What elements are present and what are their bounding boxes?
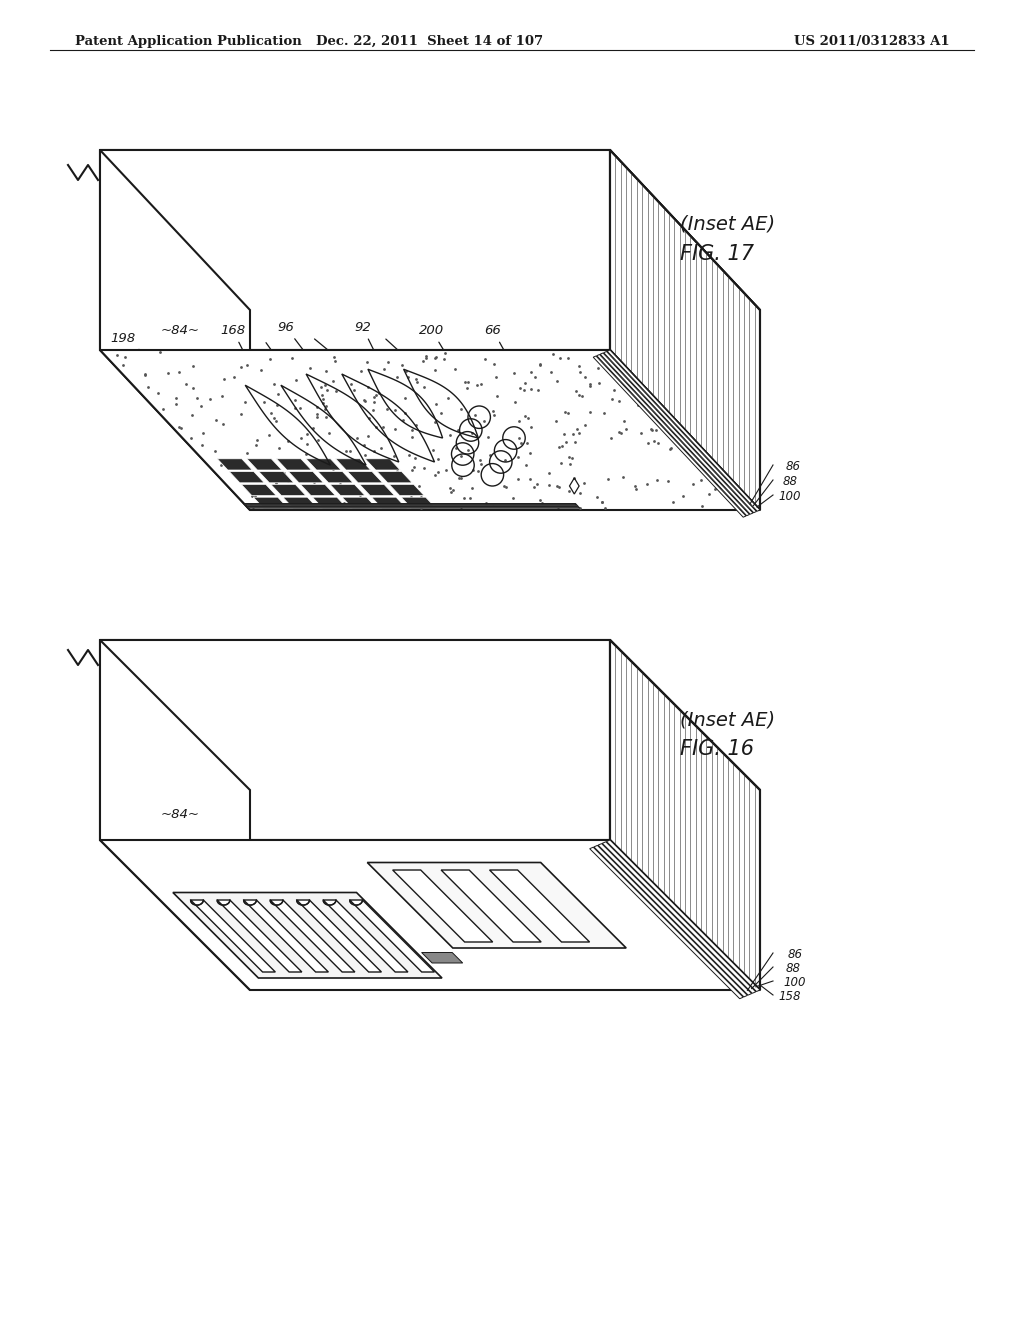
Text: ~84~: ~84~ xyxy=(161,808,200,821)
Polygon shape xyxy=(300,484,336,495)
Text: (Inset AE): (Inset AE) xyxy=(680,215,775,234)
Polygon shape xyxy=(594,845,748,997)
Text: Dec. 22, 2011  Sheet 14 of 107: Dec. 22, 2011 Sheet 14 of 107 xyxy=(316,36,544,48)
Polygon shape xyxy=(100,640,760,789)
Polygon shape xyxy=(318,471,353,483)
Polygon shape xyxy=(306,459,341,470)
Text: FIG. 17: FIG. 17 xyxy=(680,244,754,264)
Polygon shape xyxy=(283,498,317,508)
Text: US 2011/0312833 A1: US 2011/0312833 A1 xyxy=(795,36,950,48)
Polygon shape xyxy=(607,350,760,511)
Text: 100: 100 xyxy=(778,490,801,503)
Polygon shape xyxy=(100,840,760,990)
Polygon shape xyxy=(389,484,424,495)
Polygon shape xyxy=(392,870,493,942)
Text: 88: 88 xyxy=(786,962,801,975)
Polygon shape xyxy=(350,900,434,972)
Polygon shape xyxy=(100,640,250,990)
Polygon shape xyxy=(100,150,760,310)
Polygon shape xyxy=(297,900,381,972)
Polygon shape xyxy=(100,150,250,510)
Polygon shape xyxy=(342,498,377,508)
Polygon shape xyxy=(259,471,294,483)
Polygon shape xyxy=(441,870,541,942)
Polygon shape xyxy=(247,459,282,470)
Polygon shape xyxy=(489,870,590,942)
Polygon shape xyxy=(217,900,302,972)
Polygon shape xyxy=(242,484,276,495)
Polygon shape xyxy=(606,840,760,991)
Text: 158: 158 xyxy=(778,990,801,1003)
Polygon shape xyxy=(377,471,413,483)
Text: 86: 86 xyxy=(788,948,803,961)
Polygon shape xyxy=(602,842,756,993)
Polygon shape xyxy=(100,640,610,840)
Text: 164: 164 xyxy=(216,437,275,494)
Polygon shape xyxy=(324,900,408,972)
Text: 92: 92 xyxy=(354,321,381,366)
Text: 100: 100 xyxy=(783,975,806,989)
Text: Patent Application Publication: Patent Application Publication xyxy=(75,36,302,48)
Polygon shape xyxy=(312,498,347,508)
Text: 88: 88 xyxy=(783,475,798,488)
Polygon shape xyxy=(598,843,752,995)
Text: 204: 204 xyxy=(218,847,267,915)
Polygon shape xyxy=(401,498,436,508)
Polygon shape xyxy=(253,498,289,508)
Text: 200: 200 xyxy=(419,323,482,413)
Text: FIG. 16: FIG. 16 xyxy=(680,739,754,759)
Polygon shape xyxy=(229,471,264,483)
Polygon shape xyxy=(330,484,365,495)
Polygon shape xyxy=(597,355,750,516)
Polygon shape xyxy=(100,150,610,350)
Text: 168: 168 xyxy=(220,323,259,381)
Polygon shape xyxy=(422,953,463,964)
Polygon shape xyxy=(217,459,252,470)
Polygon shape xyxy=(368,862,627,948)
Polygon shape xyxy=(289,471,324,483)
Polygon shape xyxy=(610,150,760,510)
Polygon shape xyxy=(359,484,394,495)
Polygon shape xyxy=(190,900,275,972)
Polygon shape xyxy=(593,356,746,517)
Polygon shape xyxy=(610,640,760,990)
Polygon shape xyxy=(600,352,753,515)
Polygon shape xyxy=(276,459,311,470)
Polygon shape xyxy=(590,847,743,999)
Polygon shape xyxy=(604,351,757,512)
Text: (Inset AE): (Inset AE) xyxy=(680,710,775,729)
Text: ~84~: ~84~ xyxy=(161,323,200,337)
Polygon shape xyxy=(372,498,407,508)
Text: 198: 198 xyxy=(111,333,253,428)
Polygon shape xyxy=(336,459,371,470)
Polygon shape xyxy=(270,900,355,972)
Polygon shape xyxy=(271,484,306,495)
Text: 66: 66 xyxy=(484,323,532,403)
Polygon shape xyxy=(244,900,329,972)
Polygon shape xyxy=(173,892,442,978)
Text: 90: 90 xyxy=(395,837,480,895)
Polygon shape xyxy=(100,350,760,510)
Text: 96: 96 xyxy=(278,321,318,371)
Polygon shape xyxy=(347,471,383,483)
Polygon shape xyxy=(366,459,400,470)
Text: 86: 86 xyxy=(786,459,801,473)
